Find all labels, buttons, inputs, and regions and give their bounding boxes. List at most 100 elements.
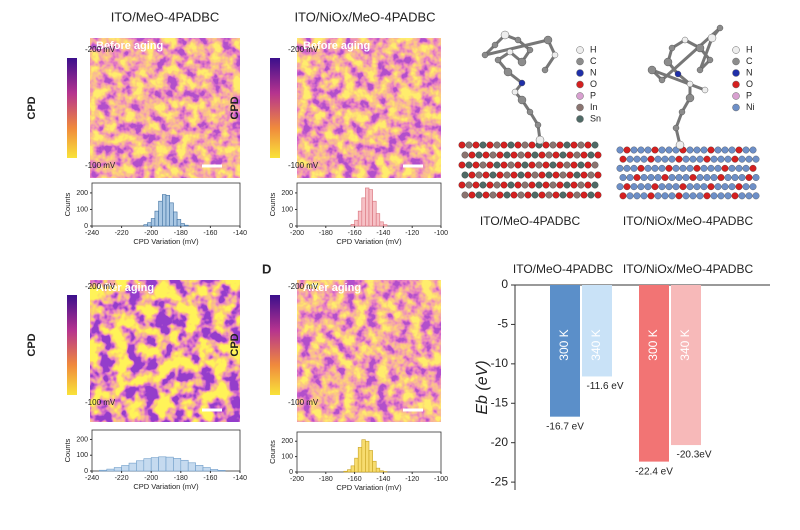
atom xyxy=(468,151,476,159)
legend-atom xyxy=(576,103,584,112)
x-tick-label: -240 xyxy=(85,230,99,237)
atom xyxy=(500,161,508,169)
atom xyxy=(630,146,638,154)
x-tick-label: -200 xyxy=(144,475,158,482)
atom xyxy=(528,181,536,189)
atom xyxy=(517,151,525,159)
atom xyxy=(710,174,718,181)
atom xyxy=(472,161,480,169)
histogram-bar xyxy=(372,460,377,473)
histogram-bar xyxy=(202,467,211,472)
atom xyxy=(506,48,514,56)
y-tick-label: 200 xyxy=(281,438,293,445)
y-tick-label: 0 xyxy=(289,469,293,476)
atom xyxy=(647,192,655,200)
atom xyxy=(524,151,532,159)
atom xyxy=(749,183,757,191)
atom xyxy=(475,191,483,199)
y-tick-label: 200 xyxy=(76,436,88,443)
atom xyxy=(482,171,490,179)
atom xyxy=(518,79,526,87)
histogram-bar xyxy=(354,457,359,473)
afm-status: After aging xyxy=(303,282,361,294)
value-label: -22.4 eV xyxy=(635,466,673,477)
histogram-bar xyxy=(121,465,130,472)
atom xyxy=(678,108,686,116)
atom xyxy=(552,151,560,159)
atom xyxy=(721,146,729,154)
atom xyxy=(465,141,473,149)
histogram-bar xyxy=(176,219,182,227)
atom xyxy=(616,183,624,191)
atom xyxy=(637,164,645,172)
histogram-bar xyxy=(354,219,359,227)
atom xyxy=(570,141,578,149)
legend-atom xyxy=(576,57,584,66)
legend-atom xyxy=(732,103,740,112)
atom xyxy=(458,141,466,149)
legend-label: N xyxy=(590,67,597,77)
atom xyxy=(587,191,595,199)
atom xyxy=(686,164,694,172)
atom xyxy=(724,155,732,163)
atom xyxy=(552,171,560,179)
atom xyxy=(707,164,715,172)
histogram-bar xyxy=(180,459,189,472)
atom xyxy=(693,146,701,154)
atom xyxy=(661,155,669,163)
afm-image xyxy=(90,280,240,422)
atom xyxy=(528,141,536,149)
atom xyxy=(507,181,515,189)
atom xyxy=(526,108,534,116)
atom xyxy=(580,171,588,179)
atom xyxy=(549,141,557,149)
atom xyxy=(695,43,705,53)
histogram-bar xyxy=(210,469,219,472)
y-tick-label: 200 xyxy=(281,190,293,197)
afm-status: After aging xyxy=(96,282,154,294)
atom xyxy=(731,174,739,181)
atom xyxy=(701,86,709,94)
atom xyxy=(556,141,564,149)
atom xyxy=(752,174,760,181)
atom xyxy=(696,66,704,74)
atom xyxy=(479,181,487,189)
atom xyxy=(482,191,490,199)
colorbar-label: CPD xyxy=(26,96,38,119)
atom xyxy=(749,146,757,154)
atom xyxy=(724,192,732,200)
atom xyxy=(494,56,502,64)
y-axis-label: Counts xyxy=(63,192,72,216)
atom xyxy=(668,44,676,52)
atom xyxy=(566,151,574,159)
histogram-bar xyxy=(368,450,373,473)
atom xyxy=(654,155,662,163)
bar xyxy=(671,285,701,446)
atom xyxy=(475,151,483,159)
legend-atom xyxy=(732,92,740,100)
atom xyxy=(573,191,581,199)
atom xyxy=(686,80,694,88)
atom xyxy=(531,151,539,159)
atom xyxy=(686,146,694,154)
atom xyxy=(689,174,697,181)
legend-label: N xyxy=(746,67,753,77)
atom xyxy=(514,141,522,149)
atom xyxy=(517,57,527,67)
histogram-bar xyxy=(158,200,163,227)
atom xyxy=(637,183,645,191)
colorbar xyxy=(67,295,77,395)
histogram-bar xyxy=(379,470,384,473)
atom xyxy=(535,135,545,145)
atom xyxy=(475,171,483,179)
atom xyxy=(500,181,508,189)
atom xyxy=(507,141,515,149)
histogram-bar xyxy=(99,469,108,472)
histogram-bar xyxy=(195,465,204,472)
x-axis-label: CPD Variation (mV) xyxy=(133,482,199,491)
atom xyxy=(742,183,750,191)
atom xyxy=(489,191,497,199)
atom xyxy=(735,183,743,191)
legend-label: Ni xyxy=(746,102,755,112)
